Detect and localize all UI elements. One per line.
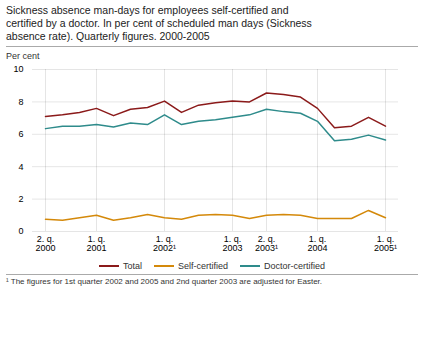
svg-text:10: 10: [13, 65, 23, 75]
svg-text:0: 0: [18, 227, 23, 237]
html-text:Doctor-certified: Doctor-certified: [264, 261, 325, 272]
html-text:¹ The figures for 1st quarter: ¹ The figures for 1st quarter 2002 and 2…: [6, 277, 323, 287]
svg-text:2. q.2000: 2. q.2000: [35, 234, 55, 253]
svg-text:1. q.2004: 1. q.2004: [307, 234, 327, 253]
svg-text:6: 6: [18, 130, 23, 140]
svg-text:1. q.2002¹: 1. q.2002¹: [153, 234, 176, 253]
svg-text:8: 8: [18, 97, 23, 107]
svg-text:1. q.2005¹: 1. q.2005¹: [374, 234, 397, 253]
html-text:Sickness absence man-days for: Sickness absence man-days for employees …: [6, 4, 312, 43]
svg-text:1. q.2001: 1. q.2001: [86, 234, 106, 253]
svg-text:4: 4: [18, 162, 23, 172]
svg-text:2. q.2003¹: 2. q.2003¹: [255, 234, 278, 253]
html-text:Self-certified: Self-certified: [178, 261, 228, 272]
svg-text:1. q.2003: 1. q.2003: [222, 234, 242, 253]
html-text:Total: Total: [123, 261, 142, 272]
html-text:Per cent: Per cent: [6, 51, 40, 62]
svg-text:2: 2: [18, 194, 23, 204]
